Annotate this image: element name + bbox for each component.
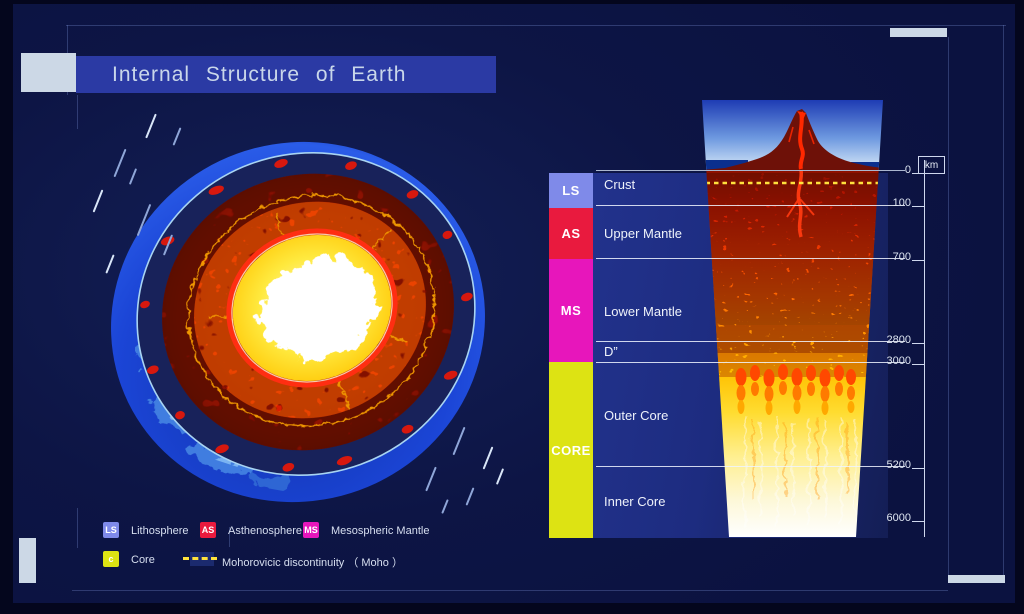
- lava-channel: [798, 111, 805, 170]
- layer-label-upper-mantle: Upper Mantle: [604, 226, 683, 241]
- title-bar: Internal Structure of Earth: [76, 56, 496, 93]
- core-streaks: [742, 415, 854, 527]
- corner-block-bottom-left: [19, 538, 36, 583]
- tick-line-6000: [912, 521, 924, 522]
- tick-3000: 3000: [886, 355, 911, 367]
- band-mesosphere: MS: [549, 259, 593, 362]
- band-label-core: CORE: [551, 442, 591, 458]
- corner-block-bottom-right: [948, 575, 1005, 583]
- inner-core-glow: [255, 254, 373, 358]
- layer-label-d-double-prime: D”: [604, 344, 618, 359]
- mantle-speckle-texture: [702, 173, 883, 353]
- legend-swatch-ms: MS: [303, 522, 319, 538]
- tick-6000: 6000: [886, 512, 911, 524]
- legend-label-asthenosphere: Asthenosphere: [228, 525, 302, 537]
- band-label-ms: MS: [560, 303, 582, 318]
- tick-2800: 2800: [886, 334, 911, 346]
- legend-label-mesospheric-mantle: Mesospheric Mantle: [331, 525, 430, 537]
- frame-line-bottom: [72, 590, 948, 591]
- tick-line-0: [912, 173, 924, 174]
- earth-cutaway-illustration: [111, 141, 485, 503]
- tick-100: 100: [892, 197, 911, 209]
- depth-unit-box: km: [918, 156, 945, 174]
- legend-swatch-ls: LS: [103, 522, 119, 538]
- band-asthenosphere: AS: [549, 208, 593, 259]
- separator-5200: [596, 466, 905, 467]
- layer-label-crust: Crust: [604, 177, 636, 192]
- tick-5200: 5200: [886, 459, 911, 471]
- band-lithosphere: LS: [549, 173, 593, 208]
- dpp-speckle-texture: [702, 325, 883, 377]
- separator-700: [596, 258, 905, 259]
- tick-line-700: [912, 260, 924, 261]
- separator-3000: [596, 362, 905, 363]
- lava-vein-branches: [786, 196, 815, 218]
- separator-sea-level: [596, 170, 905, 171]
- corner-block-top-right: [890, 28, 947, 37]
- tick-0: 0: [904, 164, 911, 176]
- tick-line-5200: [912, 468, 924, 469]
- frame-line-right: [1003, 25, 1004, 575]
- frame-tick-legend: [229, 527, 230, 547]
- frame-tick-below-title: [77, 95, 78, 129]
- legend-label-moho: Mohorovicic discontinuity （ Moho ）: [222, 557, 403, 569]
- layer-label-outer-core: Outer Core: [604, 408, 669, 423]
- depth-axis-line: [924, 160, 925, 537]
- frame-tick-bottom-left: [77, 508, 78, 548]
- tick-700: 700: [892, 251, 911, 263]
- layer-label-inner-core: Inner Core: [604, 494, 666, 509]
- separator-100: [596, 205, 905, 206]
- band-core: CORE: [549, 362, 593, 538]
- legend-key-ls: LS: [105, 525, 117, 535]
- lava-flank-streaks: [788, 126, 815, 145]
- legend-swatch-moho-dashes: [183, 557, 217, 560]
- corner-block-title: [21, 53, 76, 92]
- page-title: Internal Structure of Earth: [112, 62, 407, 86]
- core-streaks-orange: [750, 417, 846, 497]
- tick-line-2800: [912, 343, 924, 344]
- legend-key-core: c: [108, 554, 114, 564]
- separator-2800: [596, 341, 905, 342]
- legend-key-ms: MS: [304, 525, 318, 535]
- legend-swatch-as: AS: [200, 522, 216, 538]
- frame-line-right-inner: [948, 37, 949, 575]
- layer-label-lower-mantle: Lower Mantle: [604, 304, 683, 319]
- legend-label-lithosphere: Lithosphere: [131, 525, 189, 537]
- tick-line-3000: [912, 364, 924, 365]
- crust-lava-spots: [140, 159, 473, 472]
- volcano: [702, 109, 883, 170]
- plume-band: [735, 364, 856, 415]
- legend-key-as: AS: [201, 525, 215, 535]
- legend-swatch-core: c: [103, 551, 119, 567]
- strat-column: [702, 100, 883, 537]
- band-label-ls: LS: [562, 183, 580, 198]
- tick-line-100: [912, 206, 924, 207]
- band-label-as: AS: [561, 226, 581, 241]
- ocean-left: [702, 160, 748, 170]
- frame-line-top: [66, 25, 1006, 26]
- legend-label-core: Core: [131, 554, 155, 566]
